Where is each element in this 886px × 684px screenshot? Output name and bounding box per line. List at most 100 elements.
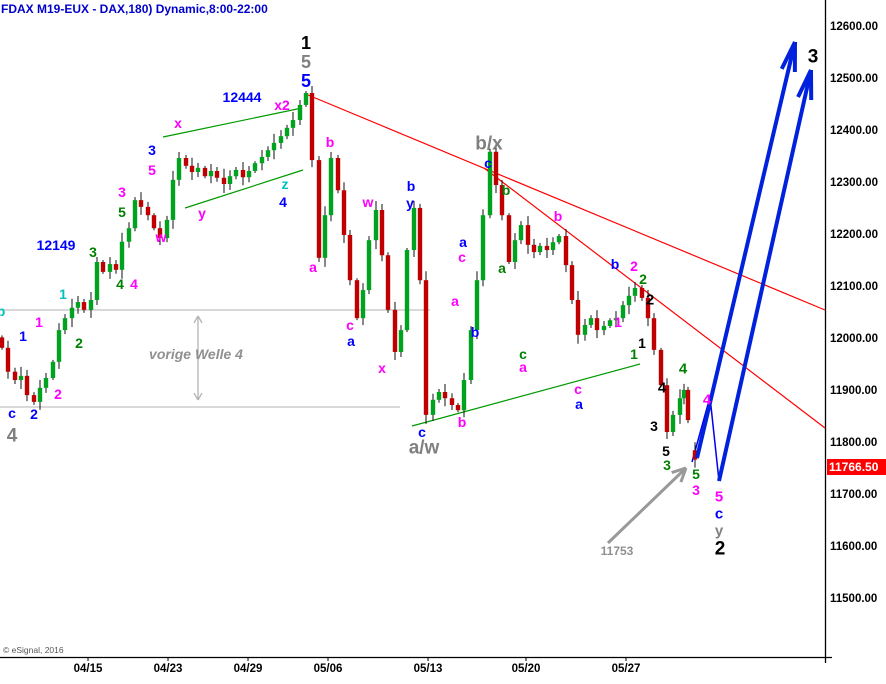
measure-arrow-head [197,392,203,401]
candle-body [582,324,588,335]
wave-label-c: c [574,381,582,397]
wave-label-b: b [553,208,563,224]
candle-body [297,104,303,121]
candle-body [176,158,182,180]
candle-body [113,264,119,270]
candle-body [366,240,372,291]
candle-body [252,163,258,171]
candle-body [50,361,56,378]
wave-label-x2: x2 [274,97,290,113]
candle-body [316,160,322,258]
wave-label-5: 5 [118,204,126,220]
wave-label-4: 4 [116,276,124,292]
candle-body [480,215,486,281]
wave-label-b: b [610,256,620,272]
candle-body [88,299,94,310]
candle-body [37,387,43,402]
price-tick-label: 12300.00 [830,177,878,189]
candle-body [575,299,581,335]
measure-arrow-head [193,315,199,324]
candle-body [208,171,214,177]
gray-pointer-arrow-head [671,466,687,475]
measure-arrow-head [197,315,203,324]
wave-label-y: y [406,195,414,211]
candle-body [620,305,626,319]
date-tick-label: 05/27 [611,663,641,675]
date-tick-label: 04/23 [153,663,183,675]
candle-body [569,265,575,300]
candle-body [341,190,347,235]
candle-body [24,375,30,396]
candle-body [607,320,613,326]
candle-body [195,167,201,173]
wave-label-2: 2 [639,271,647,287]
wave-label-1: 1 [630,346,638,362]
blue-projection-arrow-2 [717,69,813,482]
wave-label-a: a [575,396,583,412]
candle-body [233,169,239,177]
wave-label-2: 2 [630,258,638,274]
wave-label-c: c [519,346,527,362]
wave-label-w: w [362,194,374,210]
candle-body [132,200,138,229]
blue-projection-arrow-1 [695,41,797,459]
candle-body [0,337,5,348]
wave-label-vorigewelle4: vorige Welle 4 [149,346,243,362]
candle-body [670,414,676,433]
wave-label-bx: b/x [475,133,503,155]
candle-body [677,398,683,415]
wave-label-x: x [378,360,386,376]
wave-label-c: c [714,505,724,523]
candle-body [278,136,284,143]
candle-body [119,241,125,270]
candle-body [417,207,423,281]
candle-body [202,167,208,177]
candle-body [107,264,113,272]
date-tick-label: 05/06 [313,663,343,675]
wave-label-1: 1 [59,286,67,302]
candle-body [81,302,87,310]
candle-body [632,288,638,296]
wave-label-c: c [458,249,466,265]
wave-label-12444: 12444 [222,89,262,105]
candle-body [43,377,49,388]
candle-body [613,318,619,321]
wave-label-c: c [346,317,354,333]
candle-body [525,225,531,245]
wave-label-3: 3 [663,457,671,473]
candle-body [145,206,151,216]
wave-label-y: y [198,205,206,221]
candle-body [685,389,691,421]
candle-body [468,330,474,381]
wave-label-3: 3 [148,142,156,158]
candle-body [94,262,100,300]
candle-body [601,325,607,331]
candle-body [240,169,246,178]
wave-label-2: 2 [714,538,726,560]
candle-body [461,380,467,411]
price-tick-label: 11800.00 [830,437,878,449]
candle-body [664,385,670,433]
gray-pointer-arrow-head [679,467,688,483]
candle-body [436,392,442,400]
blue-projection-arrow-2-head [796,69,813,98]
wave-label-b: b [457,414,467,430]
date-tick-label: 04/29 [233,663,263,675]
candle-body [398,330,404,352]
candle-body [5,347,11,372]
candle-body [518,225,524,241]
price-tick-label: 11600.00 [830,541,878,553]
wave-label-a: a [347,333,355,349]
wave-label-5: 5 [714,488,724,506]
wave-label-3: 3 [650,418,658,434]
wave-label-11753: 11753 [600,544,634,558]
candle-body [430,399,436,415]
date-tick-label: 05/13 [413,663,443,675]
price-tick-label: 11700.00 [830,489,878,501]
wave-label-c: c [484,155,492,171]
wave-label-4: 4 [702,391,712,409]
candle-body [563,236,569,266]
wave-label-z: z [281,176,289,192]
price-tick-label: 11500.00 [830,593,878,605]
